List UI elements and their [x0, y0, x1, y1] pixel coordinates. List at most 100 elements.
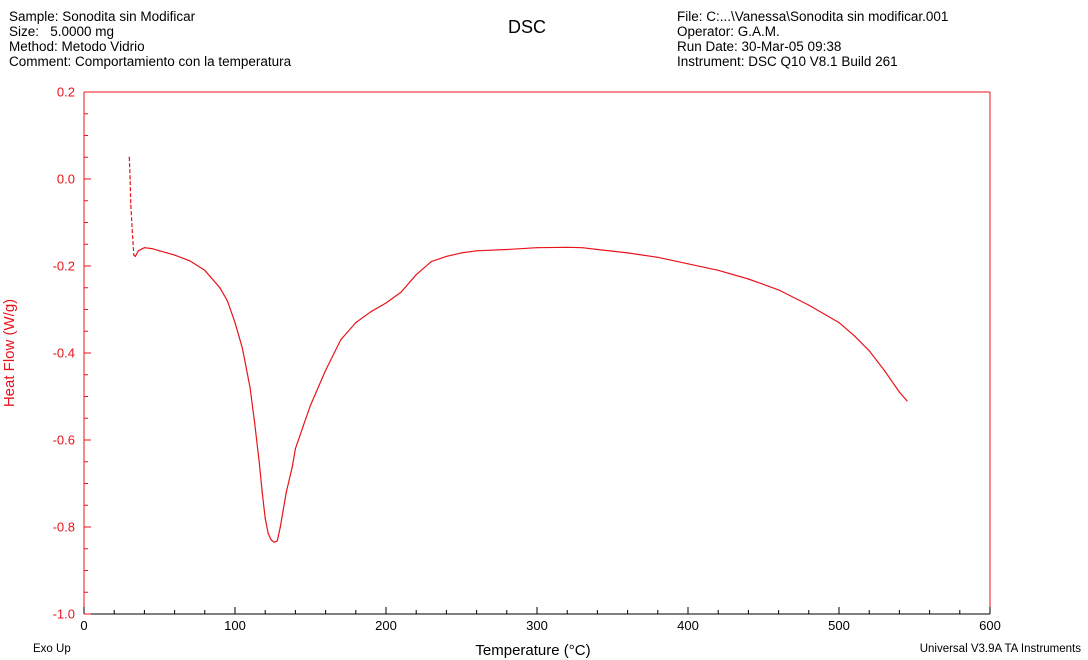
- data-point: [853, 335, 855, 337]
- data-point: [385, 302, 387, 304]
- chart-title: DSC: [508, 17, 547, 37]
- x-tick-label: 600: [979, 618, 1001, 633]
- y-tick-label: -0.6: [53, 433, 75, 448]
- data-point: [291, 465, 293, 467]
- data-point: [261, 491, 263, 493]
- data-point: [309, 404, 312, 406]
- data-point: [657, 256, 659, 258]
- x-tick-label: 400: [677, 618, 699, 633]
- data-point: [282, 509, 284, 511]
- plot-frame: [83, 91, 991, 615]
- file-line: File: C:...\Vanessa\Sonodita sin modific…: [677, 9, 949, 24]
- exo-up-label: Exo Up: [33, 643, 71, 655]
- data-point: [267, 532, 269, 535]
- axis-ticks: [83, 91, 991, 615]
- data-point: [285, 491, 287, 493]
- data-point: [130, 204, 132, 206]
- sample-info: Sample: Sonodita sin Modificar Size: 5.0…: [9, 9, 291, 69]
- y-axis-title: Heat Flow (W/g): [1, 299, 18, 407]
- data-point: [415, 274, 417, 276]
- data-point: [906, 400, 908, 402]
- data-point: [778, 289, 780, 291]
- data-point: [883, 369, 885, 371]
- data-point: [264, 517, 266, 519]
- size-line: Size: 5.0000 mg: [9, 24, 115, 39]
- data-point: [174, 254, 176, 256]
- data-point: [868, 350, 870, 352]
- heat-flow-curve: [133, 246, 908, 543]
- x-tick-label: 0: [80, 618, 87, 633]
- data-point: [276, 540, 278, 542]
- data-point: [838, 322, 840, 324]
- data-point: [400, 291, 402, 293]
- y-tick-label: -0.8: [53, 520, 75, 535]
- data-point: [355, 322, 357, 324]
- data-point: [189, 260, 191, 262]
- y-tick-label: -0.4: [53, 346, 75, 361]
- data-point: [249, 387, 251, 389]
- y-tick-label: 0.2: [57, 85, 75, 100]
- comment-line: Comment: Comportamiento con la temperatu…: [9, 54, 292, 69]
- data-point: [288, 478, 290, 480]
- data-point: [808, 304, 810, 306]
- data-point: [219, 287, 221, 289]
- y-tick-label: 0.0: [57, 172, 75, 187]
- data-point: [129, 178, 131, 180]
- data-point: [536, 247, 538, 249]
- data-point: [241, 348, 244, 350]
- data-point: [254, 422, 256, 424]
- run-date-line: Run Date: 30-Mar-05 09:38: [677, 39, 842, 54]
- x-tick-label: 500: [828, 618, 850, 633]
- y-tick-label: -0.2: [53, 259, 75, 274]
- data-point: [131, 230, 133, 232]
- y-tick-label: -1.0: [53, 607, 75, 622]
- axis-tick-labels: 0 100 200 300 400 500 600 0.2 0.0 -0.2 -0.4 -0.6 -0.…: [53, 85, 1001, 634]
- sample-line: Sample: Sonodita sin Modificar: [9, 9, 196, 24]
- data-point: [476, 250, 478, 252]
- data-point: [258, 461, 260, 463]
- data-point: [747, 278, 750, 280]
- software-version: Universal V3.9A TA Instruments: [919, 643, 1081, 655]
- data-point: [687, 263, 689, 265]
- data-point: [717, 269, 719, 271]
- data-point: [279, 526, 281, 528]
- data-point: [340, 339, 342, 341]
- series-start-segment: [128, 157, 135, 256]
- data-point: [158, 250, 161, 252]
- data-point: [273, 541, 275, 543]
- method-line: Method: Metodo Vidrio: [9, 39, 145, 54]
- x-tick-label: 300: [526, 618, 548, 633]
- data-point: [226, 300, 228, 302]
- data-point: [596, 248, 599, 251]
- x-axis-title: Temperature (°C): [475, 642, 590, 659]
- data-point: [151, 248, 153, 250]
- data-point: [430, 261, 432, 263]
- x-tick-label: 200: [375, 618, 397, 633]
- data-point: [325, 369, 327, 371]
- data-point: [143, 247, 145, 249]
- data-point: [460, 252, 463, 254]
- series-layer: [128, 156, 908, 543]
- operator-line: Operator: G.A.M.: [677, 24, 780, 39]
- data-point: [302, 426, 304, 428]
- data-point: [128, 156, 130, 158]
- data-point: [166, 252, 168, 254]
- run-info: File: C:...\Vanessa\Sonodita sin modific…: [677, 9, 948, 69]
- data-point: [627, 252, 629, 254]
- data-point: [204, 269, 206, 271]
- x-tick-label: 100: [224, 618, 246, 633]
- data-point: [137, 250, 139, 252]
- data-point: [445, 255, 447, 257]
- data-point: [370, 311, 372, 313]
- data-point: [270, 539, 272, 541]
- data-point: [133, 254, 135, 256]
- instrument-line: Instrument: DSC Q10 V8.1 Build 261: [677, 54, 898, 69]
- data-point: [294, 448, 296, 450]
- data-point: [134, 255, 136, 257]
- data-point: [234, 322, 236, 324]
- data-point: [566, 246, 568, 248]
- data-point: [898, 391, 901, 393]
- data-point: [506, 248, 508, 251]
- data-point: [581, 247, 583, 249]
